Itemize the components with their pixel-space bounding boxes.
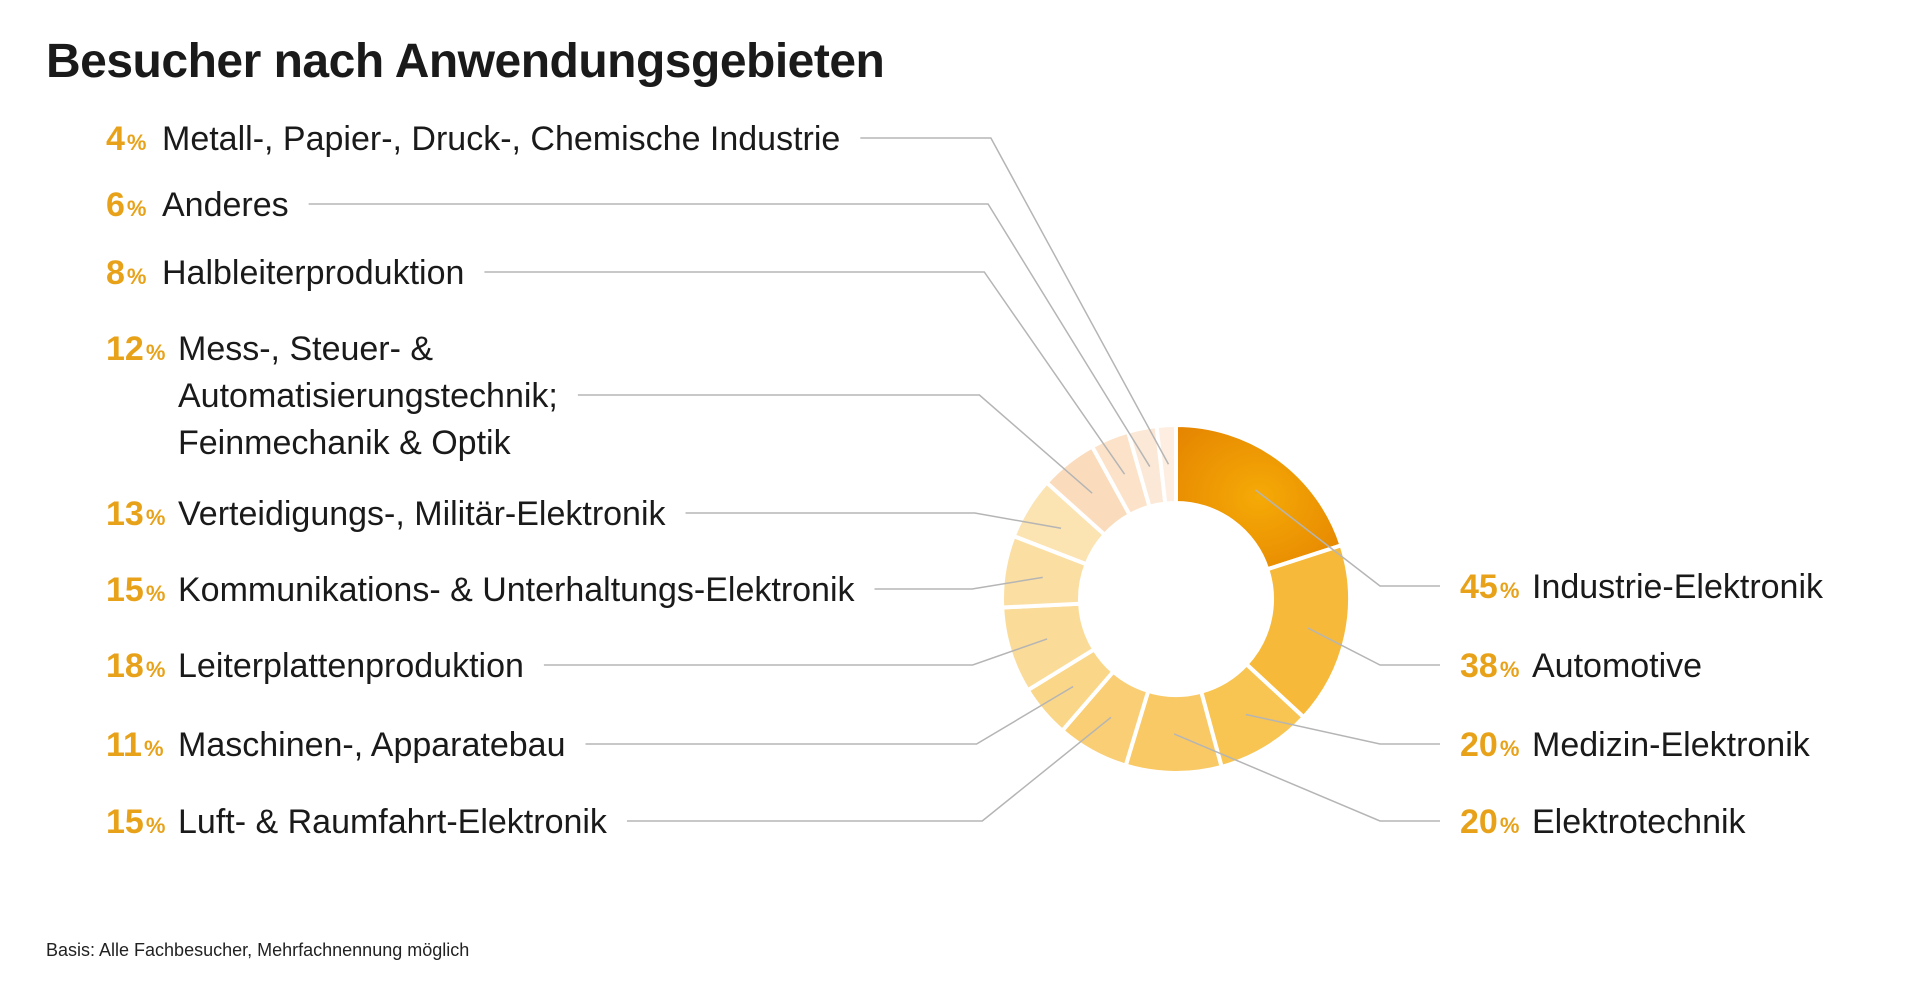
leader-line-verteidigungs-milita-r-elektronik xyxy=(685,512,1062,530)
leader-line-industrie-elektronik xyxy=(1254,489,1440,587)
footnote: Basis: Alle Fachbesucher, Mehrfachnennun… xyxy=(46,940,470,960)
label-luft-raumfahrt-elektronik: 15% Luft- & Raumfahrt-Elektronik xyxy=(106,803,608,841)
value-label: 38% xyxy=(1460,647,1519,685)
label-kommunikations-unterhaltungs-elektronik: 15% Kommunikations- & Unterhaltungs-Elekt… xyxy=(106,571,856,609)
label-elektrotechnik: 20% Elektrotechnik xyxy=(1460,803,1747,841)
leader-line-kommunikations-unterhaltungs-elektronik xyxy=(874,576,1043,590)
leader-lines xyxy=(308,137,1440,822)
label-leiterplattenproduktion: 18% Leiterplattenproduktion xyxy=(106,647,524,685)
leader-line-elektrotechnik xyxy=(1173,733,1440,822)
value-label: 20% xyxy=(1460,803,1519,841)
leader-line-metall-papier-druck-chemische-industrie xyxy=(860,137,1170,465)
category-label: Mess-, Steuer- & xyxy=(178,330,433,368)
category-label: Verteidigungs-, Militär-Elektronik xyxy=(178,495,667,533)
category-label: Leiterplattenproduktion xyxy=(178,647,524,685)
category-label: Elektrotechnik xyxy=(1532,803,1747,841)
chart-slices xyxy=(1000,422,1352,775)
category-label: Kommunikations- & Unterhaltungs-Elektron… xyxy=(178,571,856,609)
label-medizin-elektronik: 20% Medizin-Elektronik xyxy=(1460,726,1811,764)
category-label: Luft- & Raumfahrt-Elektronik xyxy=(178,803,608,841)
category-label: Feinmechanik & Optik xyxy=(178,424,512,462)
value-label: 11% xyxy=(106,726,164,764)
label-mess-steuer-automatisierungstechnik-feinmechanik-optik: 12% Mess-, Steuer- & Automatisierungstechn… xyxy=(106,330,558,462)
label-maschinen-apparatebau: 11% Maschinen-, Apparatebau xyxy=(106,726,565,764)
category-label: Industrie-Elektronik xyxy=(1532,568,1824,606)
page-title: Besucher nach Anwendungsgebieten xyxy=(46,35,885,88)
label-halbleiterproduktion: 8% Halbleiterproduktion xyxy=(106,254,464,292)
value-label: 20% xyxy=(1460,726,1519,764)
label-industrie-elektronik: 45% Industrie-Elektronik xyxy=(1460,568,1824,606)
category-label: Medizin-Elektronik xyxy=(1532,726,1811,764)
leader-line-maschinen-apparatebau xyxy=(585,685,1074,745)
value-label: 4% xyxy=(106,120,146,158)
leader-line-leiterplattenproduktion xyxy=(543,638,1048,666)
category-label: Maschinen-, Apparatebau xyxy=(178,726,565,764)
label-anderes: 6% Anderes xyxy=(106,186,289,224)
slice-metall-papier-druck-chemische-industrie xyxy=(1154,422,1178,506)
value-label: 13% xyxy=(106,495,165,533)
leader-line-anderes xyxy=(308,203,1151,467)
value-label: 6% xyxy=(106,186,146,224)
value-label: 12% xyxy=(106,330,165,368)
category-label: Anderes xyxy=(162,186,289,224)
leader-line-automotive xyxy=(1307,627,1440,666)
category-label: Halbleiterproduktion xyxy=(162,254,464,292)
leader-line-medizin-elektronik xyxy=(1245,713,1440,745)
chart-labels: 45% Industrie-Elektronik 38% Automotive 20% M… xyxy=(106,120,1824,841)
leader-line-luft-raumfahrt-elektronik xyxy=(626,716,1112,822)
value-label: 18% xyxy=(106,647,165,685)
category-label: Automatisierungstechnik; xyxy=(178,377,558,415)
slice-industrie-elektronik xyxy=(1174,422,1345,572)
label-automotive: 38% Automotive xyxy=(1460,647,1702,685)
label-metall-papier-druck-chemische-industrie: 4% Metall-, Papier-, Druck-, Chemische In… xyxy=(106,120,840,158)
leader-line-mess-steuer-automatisierungstechnik-feinmechanik-optik xyxy=(577,394,1093,494)
value-label: 8% xyxy=(106,254,146,292)
category-label: Automotive xyxy=(1532,647,1702,685)
leader-line-halbleiterproduktion xyxy=(484,271,1126,475)
value-label: 45% xyxy=(1460,568,1519,606)
value-label: 15% xyxy=(106,803,165,841)
label-verteidigungs-milita-r-elektronik: 13% Verteidigungs-, Militär-Elektronik xyxy=(106,495,667,533)
category-label: Metall-, Papier-, Druck-, Chemische Indu… xyxy=(162,120,840,158)
value-label: 15% xyxy=(106,571,165,609)
